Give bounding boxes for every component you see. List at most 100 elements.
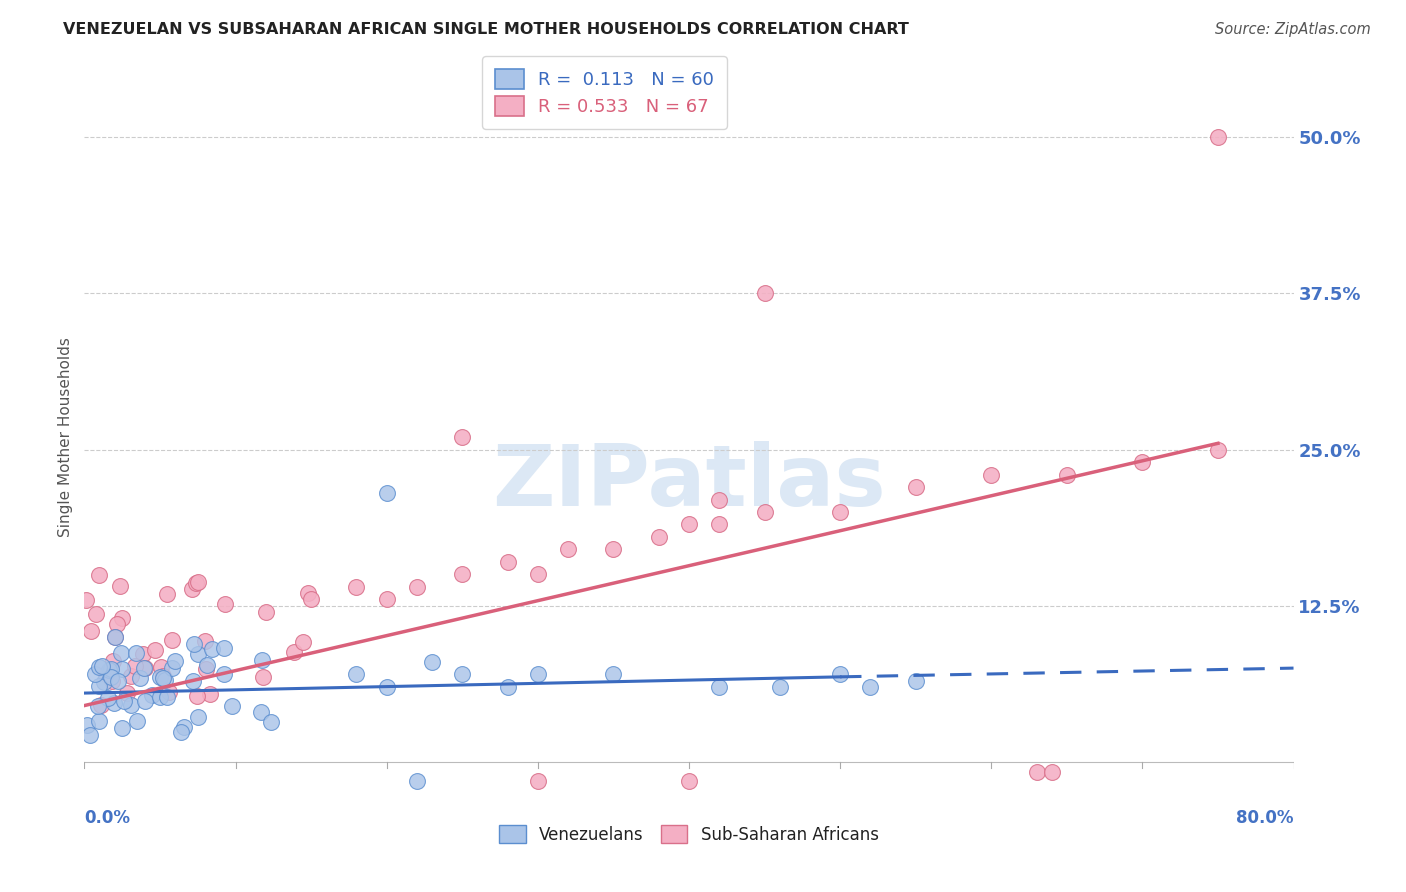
Point bbox=[496, 555, 519, 569]
Point bbox=[830, 505, 852, 519]
Point bbox=[195, 657, 218, 672]
Point bbox=[132, 647, 155, 661]
Point bbox=[120, 669, 142, 683]
Point bbox=[87, 567, 110, 582]
Point bbox=[678, 773, 700, 788]
Point bbox=[184, 575, 207, 590]
Point bbox=[254, 605, 277, 619]
Point bbox=[94, 666, 117, 681]
Point bbox=[111, 722, 134, 736]
Point bbox=[904, 480, 927, 494]
Point bbox=[602, 667, 624, 681]
Point bbox=[420, 655, 443, 669]
Point bbox=[152, 669, 174, 683]
Point bbox=[346, 580, 368, 594]
Text: VENEZUELAN VS SUBSAHARAN AFRICAN SINGLE MOTHER HOUSEHOLDS CORRELATION CHART: VENEZUELAN VS SUBSAHARAN AFRICAN SINGLE … bbox=[63, 22, 910, 37]
Point bbox=[89, 714, 111, 728]
Point bbox=[212, 667, 235, 681]
Point bbox=[160, 632, 183, 647]
Point bbox=[120, 698, 142, 712]
Point bbox=[375, 486, 398, 500]
Point bbox=[252, 670, 274, 684]
Point bbox=[181, 582, 204, 596]
Point bbox=[141, 688, 163, 702]
Point bbox=[980, 467, 1002, 482]
Point bbox=[194, 634, 217, 648]
Point bbox=[134, 661, 156, 675]
Point bbox=[859, 680, 882, 694]
Point bbox=[200, 687, 222, 701]
Point bbox=[89, 660, 111, 674]
Point bbox=[165, 654, 187, 668]
Point bbox=[87, 679, 110, 693]
Point bbox=[527, 567, 550, 582]
Point bbox=[297, 585, 319, 599]
Point bbox=[183, 637, 205, 651]
Point bbox=[105, 617, 128, 632]
Point bbox=[107, 674, 129, 689]
Point bbox=[496, 680, 519, 694]
Point bbox=[101, 674, 124, 689]
Point bbox=[451, 430, 474, 444]
Point bbox=[100, 662, 122, 676]
Point bbox=[187, 574, 209, 589]
Point bbox=[904, 673, 927, 688]
Point bbox=[754, 286, 776, 301]
Text: ZIPatlas: ZIPatlas bbox=[492, 441, 886, 524]
Point bbox=[648, 530, 671, 544]
Point bbox=[110, 646, 132, 660]
Point bbox=[187, 710, 209, 724]
Point bbox=[249, 706, 271, 720]
Point bbox=[375, 680, 398, 694]
Point bbox=[76, 717, 98, 731]
Point bbox=[406, 580, 429, 594]
Point bbox=[1206, 130, 1229, 145]
Point bbox=[1130, 455, 1153, 469]
Point bbox=[160, 660, 183, 674]
Point bbox=[84, 667, 107, 681]
Y-axis label: Single Mother Households: Single Mother Households bbox=[58, 337, 73, 537]
Point bbox=[104, 631, 127, 645]
Point bbox=[90, 698, 112, 712]
Point bbox=[678, 517, 700, 532]
Point bbox=[112, 694, 135, 708]
Point bbox=[299, 592, 322, 607]
Point bbox=[170, 725, 193, 739]
Point bbox=[93, 675, 115, 690]
Point bbox=[221, 699, 243, 714]
Point bbox=[830, 667, 852, 681]
Point bbox=[97, 690, 120, 705]
Point bbox=[124, 659, 146, 673]
Point bbox=[709, 492, 731, 507]
Point bbox=[75, 592, 97, 607]
Point bbox=[110, 579, 132, 593]
Point bbox=[155, 673, 177, 687]
Point bbox=[156, 587, 179, 601]
Point bbox=[1025, 764, 1047, 779]
Text: Source: ZipAtlas.com: Source: ZipAtlas.com bbox=[1215, 22, 1371, 37]
Point bbox=[602, 542, 624, 557]
Point bbox=[709, 517, 731, 532]
Point bbox=[1056, 467, 1078, 482]
Point bbox=[260, 714, 283, 729]
Point bbox=[79, 728, 101, 742]
Point bbox=[187, 647, 209, 661]
Point bbox=[1040, 764, 1063, 779]
Point bbox=[104, 631, 127, 645]
Point bbox=[143, 642, 166, 657]
Point bbox=[346, 667, 368, 681]
Point bbox=[87, 699, 110, 714]
Point bbox=[557, 542, 579, 557]
Point bbox=[124, 646, 146, 660]
Point bbox=[127, 714, 149, 729]
Point bbox=[292, 635, 315, 649]
Point bbox=[101, 654, 124, 668]
Point bbox=[159, 685, 181, 699]
Point bbox=[152, 671, 174, 685]
Point bbox=[149, 660, 172, 674]
Point bbox=[283, 645, 305, 659]
Point bbox=[149, 669, 172, 683]
Point bbox=[111, 611, 134, 625]
Point bbox=[214, 597, 236, 611]
Point bbox=[111, 662, 134, 676]
